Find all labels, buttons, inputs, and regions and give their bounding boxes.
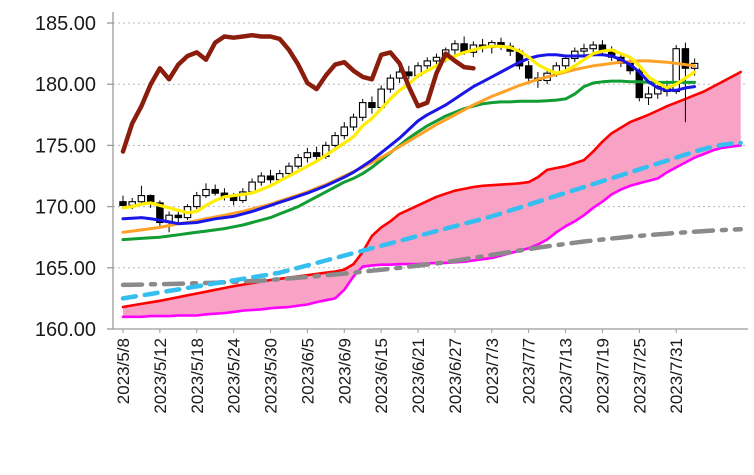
axes (107, 12, 748, 330)
y-tick-label: 160.00 (35, 319, 96, 341)
x-tick-label: 2023/7/25 (630, 338, 649, 414)
x-tick-label: 2023/6/9 (335, 338, 354, 404)
series-lagging-span-darkred (120, 32, 476, 154)
x-tick-label: 2023/7/19 (593, 338, 612, 414)
series-ma-mid-blue (121, 53, 697, 226)
y-tick-label: 180.00 (35, 74, 96, 96)
candle-up (644, 93, 653, 99)
candle-up (193, 195, 201, 208)
cloud-upper-border (121, 70, 743, 309)
candle-down (598, 44, 607, 51)
x-tick-label: 2023/5/30 (262, 338, 281, 414)
candle-down (368, 102, 376, 109)
x-tick-label: 2023/5/12 (151, 338, 170, 414)
x-tick-label: 2023/7/13 (557, 338, 576, 414)
candle-down (211, 188, 219, 194)
candle-up (561, 57, 570, 67)
candle-up (202, 188, 210, 197)
candle-up (580, 48, 588, 52)
candle-up (451, 43, 459, 51)
x-tick-label: 2023/6/27 (446, 338, 465, 414)
overlay-lines (120, 32, 697, 242)
y-tick-label: 170.00 (35, 197, 96, 219)
x-tick-label: 2023/7/7 (520, 338, 539, 404)
candle-up (257, 175, 266, 183)
x-tick-label: 2023/7/31 (667, 338, 686, 414)
candle-up (137, 195, 146, 203)
series-ma-slow-orange (121, 59, 697, 234)
candle-down (174, 214, 183, 219)
candle-down (681, 48, 690, 69)
y-tick-label: 175.00 (35, 135, 96, 157)
candle-up (423, 60, 432, 67)
x-axis-labels: 2023/5/8 2023/5/12 2023/5/18 2023/5/24 2023/… (114, 329, 686, 414)
candle-down (524, 65, 533, 79)
x-tick-label: 2023/5/24 (225, 338, 244, 414)
x-tick-label: 2023/6/21 (409, 338, 428, 414)
ichimoku-cloud (121, 70, 743, 319)
x-tick-label: 2023/5/18 (188, 338, 207, 414)
candle-up (285, 165, 293, 175)
candle-up (589, 44, 597, 50)
candle-up (432, 56, 441, 62)
x-tick-label: 2023/6/5 (298, 338, 317, 404)
candle-up (340, 126, 349, 137)
candle-down (266, 175, 275, 181)
cloud-lower-border (121, 144, 743, 319)
candle-up (248, 181, 256, 193)
x-tick-label: 2023/7/3 (483, 338, 502, 404)
x-tick-label: 2023/6/15 (372, 338, 391, 414)
y-tick-label: 185.00 (35, 13, 96, 35)
candle-up (358, 102, 367, 118)
y-tick-label: 165.00 (35, 258, 96, 280)
series-ma-long-green (121, 79, 697, 242)
candle-down (119, 201, 127, 206)
candle-up (303, 152, 312, 159)
y-gridlines (113, 22, 748, 269)
background-trend-lines (120, 140, 743, 301)
candle-up (331, 135, 339, 146)
series-trend-cyan-dashed (120, 140, 743, 301)
candle-up (294, 157, 302, 167)
x-tick-label: 2023/5/8 (114, 338, 133, 404)
candle-down (156, 202, 164, 224)
y-axis-labels: 160.00 165.00 170.00 175.00 180.00 185.00 (35, 13, 96, 341)
series-trend-gray-dashdot (120, 226, 743, 288)
candle-down (312, 152, 321, 157)
candle-up (349, 116, 358, 128)
candle-up (386, 77, 395, 90)
